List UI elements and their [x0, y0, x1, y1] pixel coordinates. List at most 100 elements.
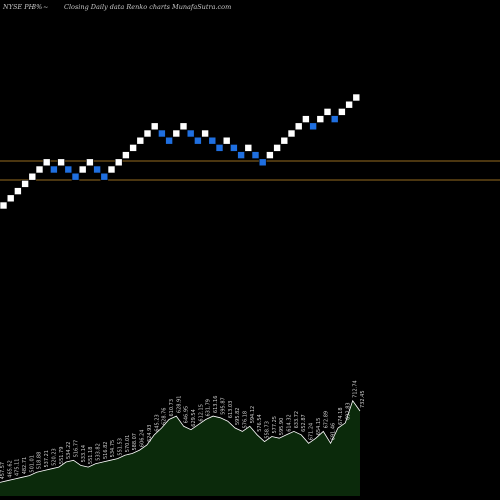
renko-brick [316, 115, 325, 123]
volume-area [0, 399, 361, 496]
price-label: 475.11 [15, 459, 21, 477]
renko-brick [165, 136, 173, 145]
renko-brick [345, 100, 353, 109]
renko-brick [6, 194, 15, 203]
price-label: 551.79 [59, 447, 65, 465]
volume-fill [0, 400, 360, 496]
price-label: 534.22 [66, 442, 72, 460]
renko-brick [107, 165, 116, 174]
renko-brick [309, 122, 317, 131]
renko-brick [179, 122, 188, 131]
price-label: 595.82 [235, 408, 241, 426]
renko-brick [35, 165, 44, 174]
price-label: 482.71 [22, 457, 28, 475]
price-label: 588.07 [132, 433, 138, 451]
renko-brick [208, 136, 217, 145]
renko-brick [122, 151, 130, 159]
price-label: 629.54 [191, 409, 197, 427]
price-label: 691.46 [331, 423, 337, 441]
price-label: 595.87 [220, 397, 226, 415]
renko-brick [294, 122, 303, 131]
renko-brick [100, 172, 109, 181]
price-labels: 457.57 465.62 475.11 482.71 501.01 518.88 537.… [0, 380, 366, 479]
reference-lines [0, 160, 500, 181]
renko-brick [42, 158, 51, 167]
trend-icon: ~ [43, 3, 49, 11]
renko-brick [244, 144, 253, 152]
price-label: 633.72 [294, 411, 300, 429]
price-label: 692.83 [345, 402, 351, 420]
renko-brick [194, 136, 202, 145]
price-label: 577.25 [272, 416, 278, 434]
chart-header: NYSE PH 3% ~ Closing Daily data Renko ch… [0, 0, 500, 14]
price-label: 624.93 [147, 425, 153, 443]
renko-brick [143, 129, 152, 138]
renko-bricks [0, 93, 361, 210]
renko-brick [230, 144, 238, 152]
price-label: 606.24 [140, 430, 146, 448]
price-label: 558.73 [265, 421, 271, 439]
price-label: 612.15 [198, 404, 204, 422]
renko-brick [93, 165, 101, 174]
renko-brick [258, 158, 267, 167]
price-label: 518.88 [37, 452, 43, 470]
renko-brick [14, 187, 22, 195]
renko-brick [71, 172, 80, 181]
price-label: 533.82 [96, 443, 102, 461]
renko-brick [172, 129, 181, 138]
renko-brick [50, 165, 58, 174]
price-label: 613.16 [213, 396, 219, 414]
price-label: 672.89 [323, 411, 329, 429]
change-label: 3% [32, 3, 43, 11]
renko-brick [251, 151, 260, 159]
price-label: 570.01 [125, 435, 131, 453]
renko-brick [114, 158, 123, 167]
price-label: 533.14 [81, 445, 87, 463]
renko-brick [86, 158, 94, 167]
price-label: 610.73 [169, 399, 175, 417]
renko-brick [64, 165, 73, 174]
renko-brick [150, 122, 159, 131]
price-label: 594.12 [250, 406, 256, 424]
price-label: 712.74 [353, 380, 359, 398]
renko-brick [323, 108, 332, 116]
price-label: 652.87 [301, 414, 307, 432]
renko-brick [28, 172, 37, 181]
renko-brick [266, 151, 274, 159]
renko-brick [0, 201, 8, 210]
price-label: 465.62 [7, 460, 13, 478]
price-label: 551.53 [118, 438, 124, 456]
volume-line [0, 399, 361, 483]
price-label: 516.77 [74, 440, 80, 458]
renko-brick [129, 144, 137, 152]
renko-brick [201, 129, 209, 138]
renko-brick [302, 115, 310, 123]
price-label: 457.57 [0, 462, 6, 480]
price-label: 534.75 [110, 440, 116, 458]
price-label: 520.23 [51, 448, 57, 466]
price-label: 645.23 [154, 414, 160, 432]
renko-brick [57, 158, 65, 167]
renko-brick [287, 129, 296, 138]
renko-brick [136, 136, 145, 145]
price-label: 732.45 [360, 391, 366, 409]
price-label: 671.24 [309, 423, 315, 441]
price-label: 631.79 [206, 399, 212, 417]
price-label: 516.82 [103, 442, 109, 460]
renko-brick [352, 93, 361, 102]
renko-brick [78, 165, 87, 174]
renko-brick [237, 151, 245, 159]
price-label: 501.01 [29, 455, 35, 473]
price-label: 674.18 [338, 408, 344, 426]
renko-brick [21, 180, 29, 188]
price-label: 646.95 [184, 406, 190, 424]
renko-brick [222, 136, 231, 145]
price-label: 551.18 [88, 447, 94, 465]
chart-description: Closing Daily data Renko charts MunafaSu… [64, 3, 232, 11]
price-label: 613.03 [228, 401, 234, 419]
renko-brick [330, 115, 339, 123]
renko-brick [338, 108, 346, 116]
symbol-label: NYSE PH [3, 3, 35, 11]
renko-brick [280, 136, 289, 145]
